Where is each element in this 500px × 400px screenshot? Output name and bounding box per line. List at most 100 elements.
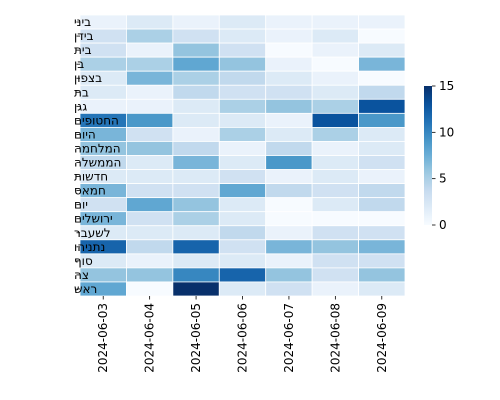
y-tick-label: נתניהו: [74, 240, 105, 254]
heatmap-cell: [265, 253, 313, 269]
heatmap-cell: [218, 267, 267, 283]
heatmap-cell: [79, 56, 127, 72]
heatmap-cell: [126, 169, 174, 185]
heatmap-cell: [311, 169, 359, 185]
x-tick-label: 2024-06-04: [143, 303, 157, 373]
heatmap-cell: [218, 239, 267, 255]
heatmap-cell: [126, 211, 174, 227]
heatmap-cell: [358, 239, 406, 255]
heatmap-cell: [218, 84, 267, 100]
heatmap-cell: [172, 169, 220, 185]
heatmap-cell: [172, 197, 220, 213]
y-tick-label: היום: [74, 127, 96, 141]
heatmap-cell: [358, 112, 406, 128]
heatmap-cell: [358, 56, 406, 72]
heatmap-cell: [358, 14, 406, 30]
y-tick-label: בצפון: [74, 71, 102, 85]
heatmap-cell: [358, 253, 406, 269]
heatmap-cell: [126, 98, 174, 114]
heatmap-cell: [172, 14, 220, 30]
heatmap-cell: [172, 155, 220, 170]
heatmap-cell: [126, 141, 174, 156]
heatmap-cell: [358, 28, 406, 44]
colorbar-tick-label: 10: [439, 125, 454, 139]
y-tick-label: חדשות: [74, 170, 108, 184]
heatmap-cell: [218, 225, 267, 241]
heatmap-cell: [265, 197, 313, 213]
y-tick-label: בית: [74, 43, 92, 57]
heatmap-cell: [358, 98, 406, 114]
heatmap-cell: [126, 239, 174, 255]
heatmap-cell: [265, 183, 313, 199]
x-tick-label: 2024-06-06: [236, 303, 250, 373]
y-tick-label: גגן: [74, 99, 87, 113]
heatmap-cell: [265, 225, 313, 241]
y-tick-label: בידן: [74, 29, 94, 43]
heatmap-cell: [265, 239, 313, 255]
heatmap-cell: [126, 84, 174, 100]
y-tick-label: לשעבר: [74, 226, 111, 240]
y-tick-label: ירושלים: [74, 212, 113, 226]
heatmap-cell: [126, 112, 174, 128]
x-tick-label: 2024-06-09: [375, 303, 389, 373]
heatmap-cell: [218, 197, 267, 213]
colorbar-tick-label: 0: [439, 218, 447, 232]
heatmap-cell: [358, 84, 406, 100]
heatmap-cell: [172, 84, 220, 100]
heatmap-cell: [311, 42, 359, 58]
heatmap-cell: [218, 211, 267, 227]
heatmap-cell: [358, 155, 406, 170]
heatmap-cell: [265, 155, 313, 170]
heatmap-cell: [218, 42, 267, 58]
heatmap-cell: [172, 112, 220, 128]
heatmap-cell: [218, 28, 267, 44]
heatmap-cell: [172, 28, 220, 44]
heatmap-cell: [126, 56, 174, 72]
heatmap-cell: [126, 281, 174, 297]
heatmap-cell: [265, 112, 313, 128]
heatmap-cell: [172, 183, 220, 199]
heatmap-cell: [311, 183, 359, 199]
heatmap-cell: [172, 42, 220, 58]
y-tick-label: ראש: [74, 282, 97, 296]
heatmap-cell: [172, 281, 220, 297]
heatmap-cell: [265, 14, 313, 30]
y-tick-label: בן: [74, 57, 84, 71]
heatmap-cell: [311, 141, 359, 156]
heatmap-cell: [311, 98, 359, 114]
heatmap-cell: [358, 197, 406, 213]
y-tick-labels: ביניבידןביתבןבצפוןבתגגןהחטופיםהיוםהמלחמה…: [74, 15, 121, 296]
y-tick-label: ביני: [74, 15, 91, 29]
heatmap-cell: [218, 183, 267, 199]
heatmap-cell: [172, 267, 220, 283]
heatmap-cell: [265, 127, 313, 142]
x-tick-labels: 2024-06-03 2024-06-04 2024-06-05 2024-06-06…: [96, 296, 389, 373]
heatmap-cell: [172, 239, 220, 255]
heatmap-cell: [265, 281, 313, 297]
heatmap-cell: [311, 281, 359, 297]
heatmap-cell: [126, 253, 174, 269]
colorbar-gradient: [424, 86, 432, 225]
heatmap-cell: [126, 70, 174, 86]
heatmap-cell: [358, 141, 406, 156]
heatmap-cell: [126, 28, 174, 44]
heatmap-cell: [218, 127, 267, 142]
heatmap-cell: [358, 169, 406, 185]
heatmap-cell: [311, 127, 359, 142]
colorbar-tick-label: 5: [439, 172, 447, 186]
y-tick-label: צה: [74, 268, 89, 282]
heatmap-cell: [311, 28, 359, 44]
heatmap-cell: [172, 56, 220, 72]
y-tick-label: המלחמה: [74, 141, 121, 155]
heatmap-cell: [265, 141, 313, 156]
heatmap-cell: [172, 70, 220, 86]
y-tick-label: סוף: [74, 254, 93, 268]
heatmap-cell: [265, 28, 313, 44]
y-tick-label: יום: [74, 198, 88, 212]
heatmap-cell: [311, 84, 359, 100]
heatmap-cell: [311, 112, 359, 128]
x-tick-label: 2024-06-07: [282, 303, 296, 373]
heatmap-cell: [126, 197, 174, 213]
heatmap-cell: [172, 253, 220, 269]
heatmap-cell: [265, 267, 313, 283]
